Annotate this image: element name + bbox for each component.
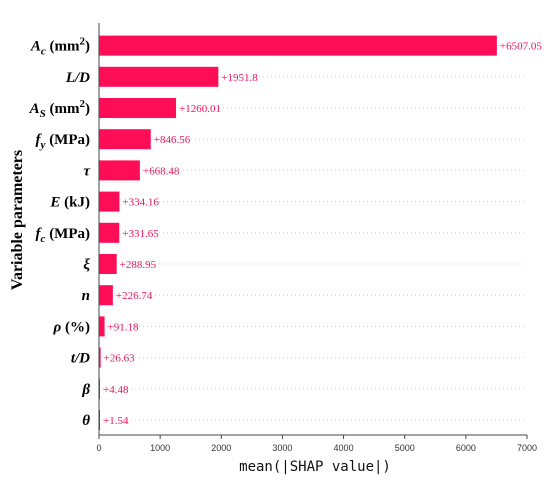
x-tick-label: 1000 [150, 443, 170, 453]
bar [99, 160, 140, 181]
x-tick-label: 4000 [334, 443, 354, 453]
bar-value-label: +331.65 [122, 228, 159, 240]
bar [99, 129, 151, 150]
category-label: L/D [65, 70, 90, 86]
bar [99, 316, 105, 337]
x-axis-title: mean(|SHAP value|) [239, 459, 391, 475]
category-label: β [81, 382, 90, 398]
bar [99, 285, 113, 306]
category-label: ξ [83, 257, 90, 273]
bars [99, 35, 497, 430]
category-label: n [82, 288, 90, 304]
category-label: Ac (mm2) [30, 36, 90, 58]
category-label: E (kJ) [49, 195, 90, 211]
bar-value-label: +288.95 [120, 259, 157, 271]
x-tick-label: 0 [96, 443, 101, 453]
bar-value-label: +846.56 [154, 134, 191, 146]
bar [99, 98, 177, 118]
category-label: θ [82, 413, 90, 429]
bar-value-label: +226.74 [116, 290, 153, 302]
bar-value-label: +6507.05 [500, 41, 542, 53]
bar [99, 254, 117, 274]
x-tick-label: 3000 [272, 443, 292, 453]
bar [99, 191, 120, 212]
category-label: ρ (%) [53, 319, 90, 335]
bar [99, 222, 120, 243]
bar [99, 35, 497, 56]
bar-value-label: +26.63 [104, 353, 135, 365]
bar [99, 66, 219, 87]
category-label: τ [83, 163, 91, 179]
x-tick-label: 2000 [211, 443, 231, 453]
gridlines [99, 45, 527, 421]
category-label: AS (mm2) [29, 98, 90, 120]
category-label: fc (MPa) [36, 226, 90, 245]
x-tick-label: 6000 [456, 443, 476, 453]
x-tick-label: 7000 [517, 443, 537, 453]
bar-value-label: +668.48 [143, 165, 180, 177]
x-axis: 0 1000 2000 3000 4000 5000 6000 7000 [96, 23, 537, 453]
bar-value-label: +334.16 [122, 197, 159, 209]
y-axis-title: Variable parameters [9, 150, 26, 290]
bar-value-label: +91.18 [108, 321, 139, 333]
value-labels: +6507.05 +1951.8 +1260.01 +846.56 +668.48 +33… [103, 41, 542, 427]
bar-value-label: +4.48 [103, 384, 129, 396]
category-label: fy (MPa) [36, 132, 90, 151]
category-labels: Ac (mm2) L/D AS (mm2) fy (MPa) τ E (kJ) fc (MP… [29, 36, 92, 429]
x-tick-label: 5000 [395, 443, 415, 453]
category-label: t/D [71, 351, 90, 367]
bar-value-label: +1.54 [103, 415, 129, 427]
bar-value-label: +1951.8 [221, 72, 258, 84]
bar [99, 347, 101, 368]
bar-value-label: +1260.01 [179, 103, 221, 115]
